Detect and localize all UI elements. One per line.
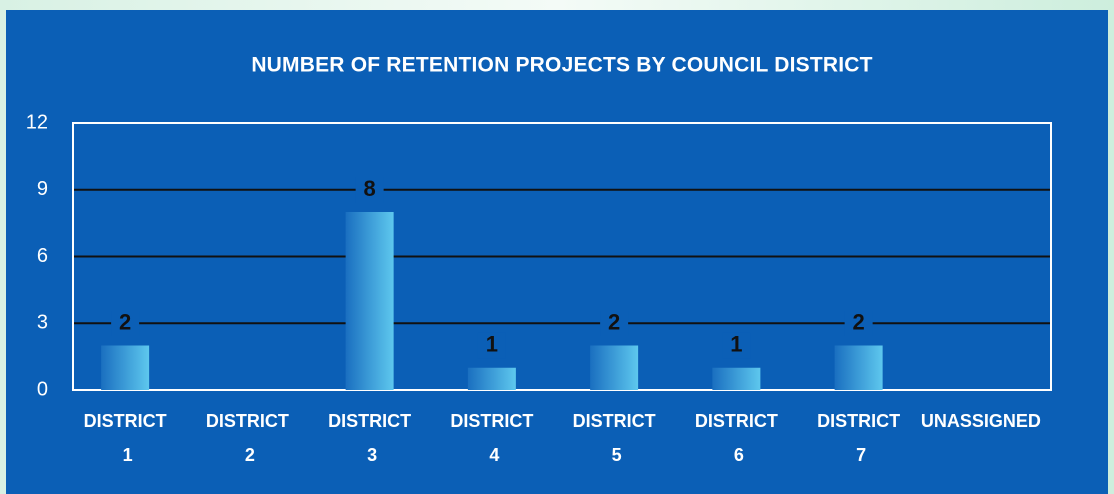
value-label: 8	[364, 176, 376, 201]
bar	[467, 367, 516, 390]
panel	[6, 10, 1108, 494]
bar	[345, 212, 394, 390]
x-tick-label: DISTRICT 1	[84, 411, 167, 465]
y-tick-label: 0	[37, 378, 48, 400]
x-tick-label: DISTRICT 7	[817, 411, 900, 465]
value-label-bg	[600, 310, 629, 337]
value-label-bg	[844, 310, 873, 337]
value-label: 2	[608, 309, 620, 334]
value-label: 1	[486, 332, 498, 357]
x-tick-label: DISTRICT 2	[206, 411, 289, 465]
bar	[590, 345, 639, 390]
y-tick-label: 12	[26, 111, 48, 133]
value-label-bg	[111, 310, 140, 337]
value-label-bg	[355, 177, 384, 203]
bar	[101, 345, 150, 390]
x-tick-label: DISTRICT 3	[328, 411, 411, 465]
x-tick-label: DISTRICT 4	[450, 411, 533, 465]
value-label: 1	[730, 332, 742, 357]
value-label: 2	[853, 309, 865, 334]
bar	[834, 345, 883, 390]
value-label-bg	[722, 332, 751, 359]
value-label: 2	[119, 309, 131, 334]
value-label-bg	[477, 332, 506, 359]
x-tick-label: UNASSIGNED	[921, 411, 1041, 431]
plot-border	[72, 122, 1052, 391]
chart-title: NUMBER OF RETENTION PROJECTS BY COUNCIL …	[251, 54, 872, 77]
x-tick-label: DISTRICT 5	[573, 411, 656, 465]
y-tick-label: 9	[37, 178, 48, 200]
y-tick-label: 3	[37, 312, 48, 334]
bar	[712, 367, 761, 390]
y-tick-label: 6	[37, 245, 48, 267]
x-tick-label: DISTRICT 6	[695, 411, 778, 465]
